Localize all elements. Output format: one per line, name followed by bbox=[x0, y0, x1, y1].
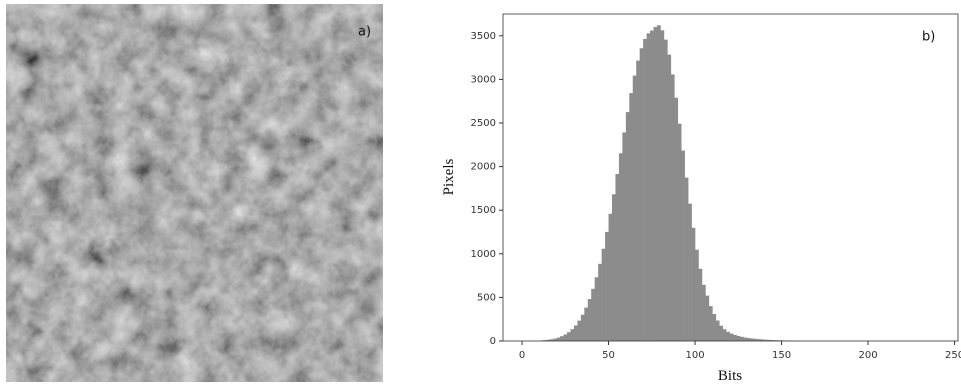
bar bbox=[615, 174, 620, 341]
bar bbox=[733, 334, 737, 341]
x-tick-label: 200 bbox=[858, 350, 877, 361]
x-axis-label: Bits bbox=[718, 368, 742, 384]
bar bbox=[553, 338, 557, 341]
y-tick-label: 0 bbox=[490, 336, 496, 347]
bar bbox=[715, 320, 720, 341]
bar bbox=[632, 75, 637, 342]
bar bbox=[767, 339, 772, 341]
bar bbox=[567, 332, 571, 341]
x-tick-label: 50 bbox=[602, 350, 615, 361]
bar bbox=[746, 338, 751, 341]
image-label: a) bbox=[358, 25, 371, 40]
panel-label: b) bbox=[922, 30, 935, 45]
bar bbox=[684, 177, 689, 341]
y-axis-label: Pixels bbox=[441, 159, 457, 196]
bar bbox=[605, 231, 609, 341]
bar bbox=[542, 340, 547, 341]
y-tick-label: 2500 bbox=[471, 118, 496, 129]
bar bbox=[740, 336, 744, 341]
bar bbox=[743, 337, 748, 341]
x-tick-label: 150 bbox=[772, 350, 791, 361]
bar bbox=[705, 295, 710, 341]
bar bbox=[753, 338, 758, 341]
bar bbox=[708, 306, 713, 341]
bar bbox=[591, 288, 595, 341]
bar bbox=[639, 48, 644, 342]
bar bbox=[587, 299, 592, 341]
bar bbox=[577, 320, 582, 341]
bar bbox=[760, 339, 765, 341]
bar bbox=[670, 74, 675, 342]
bar bbox=[663, 39, 668, 341]
bar bbox=[719, 325, 724, 341]
bar bbox=[584, 307, 589, 341]
y-tick-label: 3500 bbox=[471, 31, 496, 42]
bar bbox=[750, 338, 755, 341]
x-tick-label: 0 bbox=[519, 350, 525, 361]
bar bbox=[580, 314, 585, 341]
bar bbox=[757, 339, 762, 341]
forest-image bbox=[6, 4, 383, 382]
bar bbox=[601, 248, 606, 341]
y-tick-label: 500 bbox=[477, 292, 496, 303]
bar bbox=[594, 277, 599, 341]
plot-frame bbox=[502, 13, 959, 342]
y-tick-label: 1500 bbox=[471, 205, 496, 216]
bar bbox=[629, 93, 634, 342]
bar bbox=[608, 213, 613, 341]
bar bbox=[764, 339, 768, 341]
bar bbox=[695, 249, 699, 341]
bar bbox=[722, 329, 727, 341]
bar bbox=[546, 339, 551, 341]
bar bbox=[653, 27, 658, 342]
bar bbox=[701, 284, 706, 341]
bar bbox=[729, 333, 734, 341]
y-tick-label: 3000 bbox=[471, 74, 496, 85]
bar bbox=[698, 268, 703, 341]
bar bbox=[622, 132, 627, 341]
bar bbox=[667, 54, 672, 342]
y-tick-label: 2000 bbox=[471, 162, 496, 173]
bar bbox=[656, 25, 661, 342]
y-tick-label: 1000 bbox=[471, 249, 496, 260]
bar bbox=[560, 336, 564, 341]
bar bbox=[625, 112, 630, 341]
bar bbox=[712, 313, 717, 341]
bar bbox=[618, 153, 623, 341]
x-tick-label: 100 bbox=[685, 350, 704, 361]
bar bbox=[563, 334, 568, 341]
bar bbox=[556, 337, 561, 341]
bar bbox=[643, 38, 647, 341]
bar bbox=[688, 203, 692, 341]
bar bbox=[736, 335, 741, 341]
bar bbox=[650, 30, 654, 342]
x-tick-label: 250 bbox=[945, 350, 961, 361]
bar bbox=[726, 331, 730, 341]
bar bbox=[636, 60, 640, 342]
bar bbox=[598, 263, 602, 341]
bar bbox=[674, 97, 679, 341]
bar bbox=[570, 329, 575, 341]
bar bbox=[549, 339, 554, 341]
bar bbox=[681, 150, 685, 341]
bar bbox=[660, 30, 665, 342]
bar bbox=[573, 325, 578, 341]
bar bbox=[771, 340, 775, 341]
bar bbox=[677, 123, 682, 341]
bar bbox=[691, 227, 696, 341]
bar bbox=[646, 33, 651, 341]
bar bbox=[611, 194, 616, 341]
